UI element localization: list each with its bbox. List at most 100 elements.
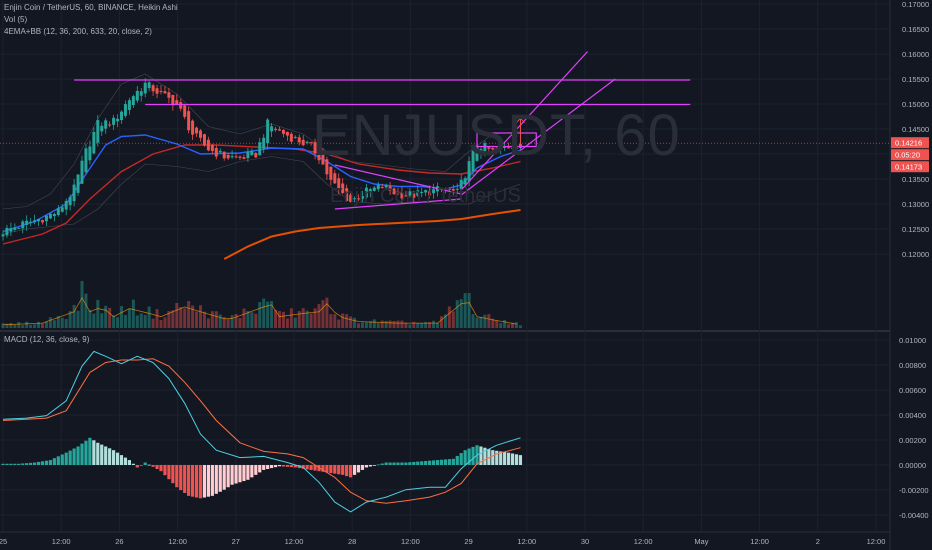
volume-bar [281, 311, 285, 328]
macd-histogram-bar [293, 465, 297, 468]
macd-histogram-bar [151, 465, 155, 467]
macd-histogram-bar [198, 465, 203, 499]
candle-body [33, 220, 37, 223]
macd-histogram-bar [518, 455, 523, 465]
volume-bar [116, 317, 120, 328]
candle-body [116, 118, 120, 122]
macd-histogram-bar [305, 465, 309, 470]
macd-histogram-bar [435, 460, 440, 465]
macd-histogram-bar [499, 451, 503, 465]
macd-histogram-bar [175, 465, 179, 488]
volume-bar [68, 311, 72, 328]
volume-bar [479, 316, 483, 328]
candle-body [254, 152, 258, 158]
price-tick-label: 0.16500 [902, 25, 929, 34]
macd-histogram-bar [396, 462, 400, 465]
volume-bar [80, 280, 84, 328]
volume-bar [222, 317, 226, 328]
candle-body [511, 147, 515, 149]
volume-bar [471, 314, 475, 328]
volume-bar [92, 313, 96, 328]
candle-body [80, 160, 84, 184]
volume-bar [412, 321, 416, 328]
candle-body [143, 82, 147, 94]
trend-line [460, 78, 616, 196]
macd-histogram-bar [479, 446, 483, 465]
volume-bar [309, 313, 313, 328]
volume-bar [17, 322, 21, 328]
candle-body [471, 150, 475, 172]
volume-bar [518, 325, 522, 328]
price-axis-bg [890, 0, 932, 550]
candle-body [187, 111, 191, 131]
macd-histogram-bar [388, 462, 392, 465]
macd-legend[interactable]: MACD (12, 36, close, 9) [4, 335, 90, 344]
price-label-text: 0.14216 [895, 139, 922, 148]
candle-body [147, 82, 151, 89]
macd-histogram-bar [277, 465, 282, 467]
candle-body [84, 148, 88, 173]
volume-bar [234, 313, 238, 328]
candle-body [420, 191, 424, 194]
volume-bar [325, 297, 329, 328]
candle-body [491, 147, 495, 150]
candle-body [325, 159, 329, 175]
target-arrowhead [516, 117, 525, 124]
macd-histogram-bar [119, 455, 124, 465]
volume-bar [230, 315, 234, 328]
volume-bar [159, 319, 163, 328]
volume-bar [333, 314, 337, 328]
drawings[interactable] [0, 51, 890, 210]
candle-body [400, 192, 404, 199]
macd-histogram-bar [76, 446, 80, 465]
candle-body [329, 166, 333, 180]
macd-histogram-bar [123, 457, 128, 465]
volume-bar [139, 313, 143, 328]
macd-histogram-bar [503, 452, 507, 465]
candle-body [357, 198, 360, 200]
volume-bar [515, 322, 518, 328]
volume-legend[interactable]: Vol (5) [4, 15, 28, 24]
macd-histogram-bar [368, 465, 372, 467]
macd-histogram-bar [392, 462, 396, 465]
symbol-title[interactable]: Enjin Coin / TetherUS, 60, BINANCE, Heik… [4, 3, 178, 12]
macd-histogram-bar [443, 459, 447, 465]
volume-bar [246, 310, 250, 328]
volume-bar [392, 321, 396, 328]
volume-bar [503, 320, 507, 328]
volume-bar [72, 304, 76, 328]
ema-bb-legend[interactable]: 4EMA+BB (12, 36, 200, 633, 20, close, 2) [4, 27, 152, 36]
candle-body [88, 146, 92, 161]
volume-bar [108, 307, 112, 328]
macd-histogram-bar [29, 462, 33, 465]
macd-histogram-bar [447, 459, 451, 465]
macd-histogram-bar [214, 465, 218, 494]
volume-bar [317, 304, 321, 328]
macd-line [2, 350, 521, 513]
candle-body [179, 102, 183, 109]
price-label-bg [891, 149, 929, 161]
candle-body [262, 137, 266, 149]
macd-histogram-bar [495, 450, 499, 465]
macd-histogram-bar [483, 447, 487, 465]
volume-bar [491, 318, 495, 328]
candle-body [278, 129, 281, 131]
candle-body [463, 178, 467, 185]
candle-body [167, 92, 171, 98]
macd-histogram-bar [5, 463, 9, 465]
candle-body [305, 141, 309, 143]
volume-bar [175, 302, 179, 328]
volume-bar [100, 313, 104, 328]
volume-bar [214, 311, 218, 328]
macd-histogram-bar [356, 465, 361, 473]
candle-body [242, 157, 246, 159]
macd-histogram-bar [345, 465, 349, 477]
ema-mid-line [2, 144, 521, 245]
macd-histogram-bar [491, 450, 495, 465]
volume-bar [76, 310, 80, 328]
volume-bar [21, 325, 25, 328]
candles [1, 78, 522, 241]
volume-bar [29, 324, 33, 328]
macd-histogram-bar [313, 465, 317, 471]
